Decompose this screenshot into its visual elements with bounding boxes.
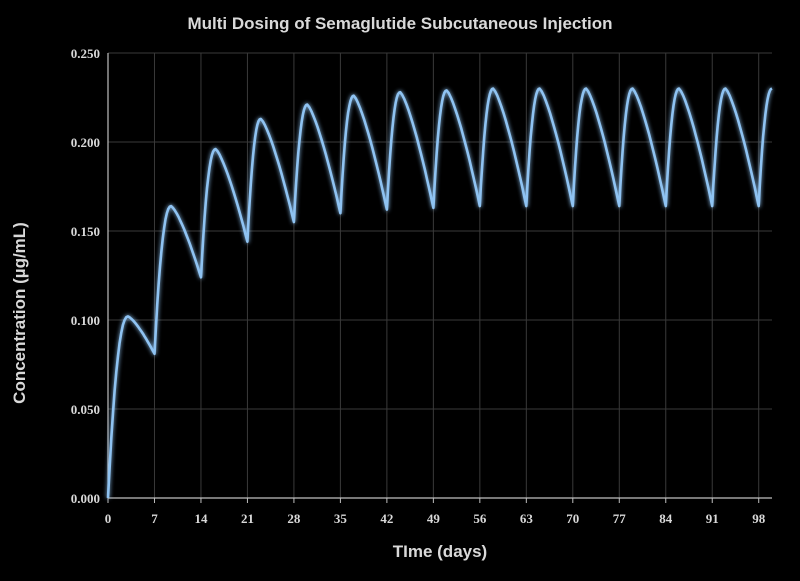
- x-tick-label: 98: [752, 511, 766, 526]
- x-tick-label: 91: [706, 511, 719, 526]
- y-tick-label: 0.050: [71, 402, 100, 417]
- x-tick-label: 21: [241, 511, 254, 526]
- x-tick-label: 14: [194, 511, 208, 526]
- x-tick-label: 7: [151, 511, 158, 526]
- x-tick-label: 0: [105, 511, 112, 526]
- concentration-line: [106, 87, 773, 499]
- axis-ticks: 0.000 0.050 0.100 0.150 0.200 0.250 0 7 14 21 28 35…: [71, 46, 772, 526]
- x-tick-label: 56: [473, 511, 487, 526]
- x-tick-label: 35: [334, 511, 348, 526]
- x-tick-label: 42: [380, 511, 393, 526]
- y-axis-label: Concentration (µg/mL): [10, 222, 29, 404]
- y-tick-label: 0.200: [71, 135, 100, 150]
- x-tick-label: 77: [613, 511, 627, 526]
- y-tick-label: 0.250: [71, 46, 100, 61]
- y-tick-label: 0.150: [71, 224, 100, 239]
- x-tick-label: 63: [520, 511, 534, 526]
- x-tick-label: 84: [659, 511, 673, 526]
- x-tick-label: 28: [287, 511, 301, 526]
- y-tick-label: 0.100: [71, 313, 100, 328]
- y-tick-label: 0.000: [71, 491, 100, 506]
- x-axis-label: TIme (days): [393, 542, 487, 561]
- grid: [107, 52, 772, 499]
- x-tick-label: 70: [566, 511, 579, 526]
- chart-title: Multi Dosing of Semaglutide Subcutaneous…: [187, 14, 612, 33]
- x-tick-label: 49: [427, 511, 441, 526]
